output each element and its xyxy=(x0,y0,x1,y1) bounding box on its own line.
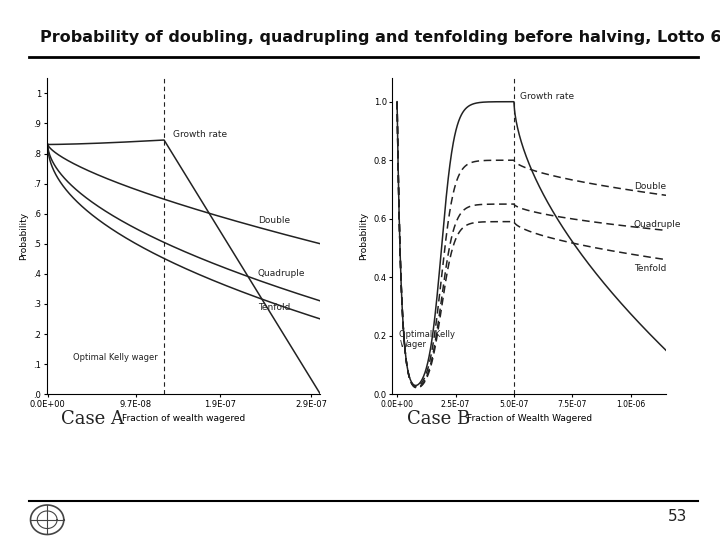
Y-axis label: Probability: Probability xyxy=(359,212,368,260)
Text: Case A: Case A xyxy=(61,410,125,428)
Text: Tenfold: Tenfold xyxy=(258,303,290,312)
Text: Optimal Kelly wager: Optimal Kelly wager xyxy=(73,353,158,362)
Text: Quadruple: Quadruple xyxy=(634,220,681,230)
Text: Growth rate: Growth rate xyxy=(174,130,228,139)
Y-axis label: Probability: Probability xyxy=(19,212,27,260)
X-axis label: Fraction of wealth wagered: Fraction of wealth wagered xyxy=(122,414,246,423)
Text: Probability of doubling, quadrupling and tenfolding before halving, Lotto 6/49: Probability of doubling, quadrupling and… xyxy=(40,30,720,45)
Text: 53: 53 xyxy=(668,509,688,524)
Text: Double: Double xyxy=(634,183,666,192)
Text: Tenfold: Tenfold xyxy=(634,265,666,273)
Text: Optimal Kelly
Wager: Optimal Kelly Wager xyxy=(400,330,456,349)
Text: Case B: Case B xyxy=(407,410,470,428)
Text: Double: Double xyxy=(258,216,290,225)
X-axis label: Fraction of Wealth Wagered: Fraction of Wealth Wagered xyxy=(467,414,592,423)
Text: Growth rate: Growth rate xyxy=(520,92,574,101)
Text: Quadruple: Quadruple xyxy=(258,268,305,278)
